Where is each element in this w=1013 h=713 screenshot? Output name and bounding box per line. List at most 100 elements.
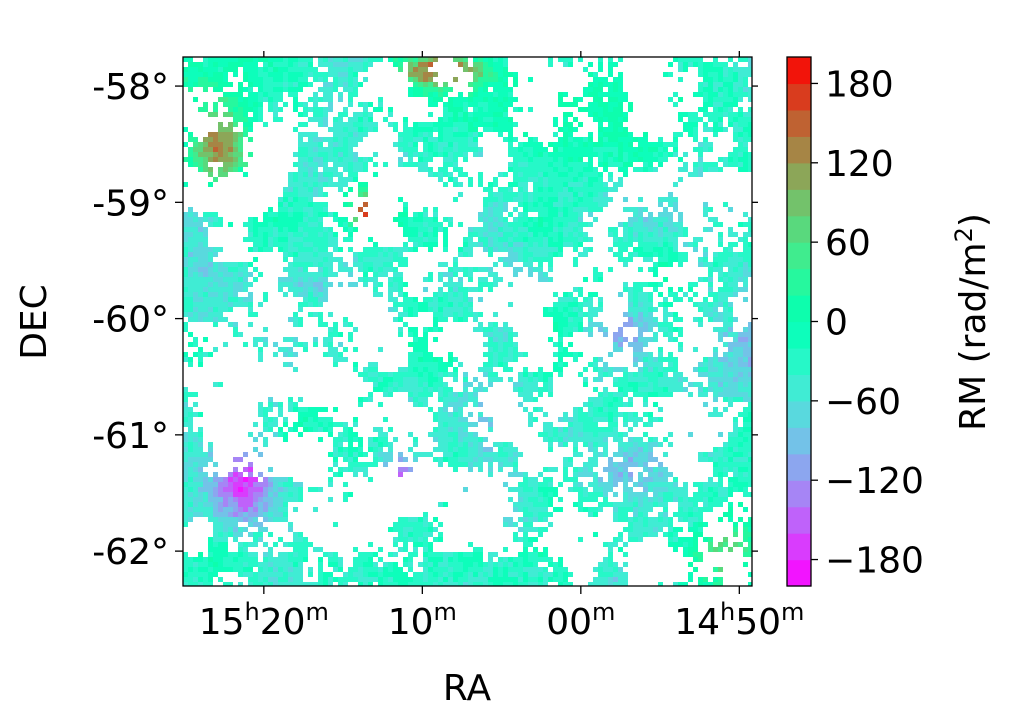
rm-pixel xyxy=(468,132,473,137)
rm-pixel xyxy=(523,192,528,197)
rm-pixel xyxy=(338,142,343,147)
rm-pixel xyxy=(243,452,248,457)
rm-pixel xyxy=(598,397,603,402)
rm-pixel xyxy=(558,352,563,357)
rm-pixel xyxy=(673,237,678,242)
rm-pixel xyxy=(683,57,688,62)
rm-pixel xyxy=(453,437,458,442)
rm-pixel xyxy=(573,217,578,222)
rm-pixel xyxy=(468,422,473,427)
rm-pixel xyxy=(188,232,193,237)
rm-pixel xyxy=(473,112,478,117)
rm-pixel xyxy=(453,307,458,312)
rm-pixel xyxy=(298,277,303,282)
rm-pixel xyxy=(583,222,588,227)
rm-pixel xyxy=(443,172,448,177)
rm-pixel xyxy=(613,117,618,122)
rm-pixel xyxy=(203,227,208,232)
rm-pixel xyxy=(438,172,443,177)
rm-pixel xyxy=(603,492,608,497)
rm-pixel xyxy=(193,232,198,237)
rm-pixel xyxy=(528,267,533,272)
rm-pixel xyxy=(243,297,248,302)
rm-pixel xyxy=(258,482,263,487)
rm-pixel xyxy=(378,402,383,407)
rm-pixel xyxy=(433,102,438,107)
rm-pixel xyxy=(733,67,738,72)
rm-pixel xyxy=(288,287,293,292)
rm-pixel xyxy=(368,437,373,442)
rm-pixel xyxy=(303,417,308,422)
rm-pixel xyxy=(473,57,478,62)
rm-pixel xyxy=(213,87,218,92)
rm-pixel xyxy=(618,142,623,147)
rm-pixel xyxy=(623,432,628,437)
rm-pixel xyxy=(708,262,713,267)
rm-pixel xyxy=(263,492,268,497)
rm-pixel xyxy=(603,112,608,117)
rm-pixel xyxy=(478,232,483,237)
rm-pixel xyxy=(733,452,738,457)
rm-pixel xyxy=(443,112,448,117)
rm-pixel xyxy=(713,77,718,82)
rm-pixel xyxy=(633,282,638,287)
rm-pixel xyxy=(633,167,638,172)
rm-pixel xyxy=(568,427,573,432)
rm-pixel xyxy=(718,337,723,342)
rm-pixel xyxy=(558,242,563,247)
rm-pixel xyxy=(463,377,468,382)
rm-pixel xyxy=(513,267,518,272)
rm-pixel xyxy=(323,277,328,282)
rm-pixel xyxy=(683,487,688,492)
rm-pixel xyxy=(263,62,268,67)
rm-pixel xyxy=(563,312,568,317)
rm-pixel xyxy=(353,117,358,122)
rm-pixel xyxy=(728,97,733,102)
rm-pixel xyxy=(703,137,708,142)
rm-pixel xyxy=(358,167,363,172)
rm-pixel xyxy=(263,442,268,447)
rm-pixel xyxy=(463,297,468,302)
rm-pixel xyxy=(473,107,478,112)
rm-pixel xyxy=(573,422,578,427)
rm-pixel xyxy=(693,62,698,67)
rm-pixel xyxy=(393,297,398,302)
rm-pixel xyxy=(408,447,413,452)
rm-pixel xyxy=(528,482,533,487)
rm-pixel xyxy=(603,452,608,457)
rm-pixel xyxy=(288,237,293,242)
rm-pixel xyxy=(613,382,618,387)
rm-pixel xyxy=(693,117,698,122)
rm-pixel xyxy=(493,452,498,457)
rm-pixel xyxy=(193,67,198,72)
rm-pixel xyxy=(338,467,343,472)
rm-pixel xyxy=(588,112,593,117)
rm-pixel xyxy=(728,362,733,367)
rm-pixel xyxy=(428,157,433,162)
rm-pixel xyxy=(563,237,568,242)
rm-pixel xyxy=(643,232,648,237)
rm-pixel xyxy=(548,437,553,442)
rm-pixel xyxy=(363,377,368,382)
rm-pixel xyxy=(603,167,608,172)
rm-pixel xyxy=(343,347,348,352)
rm-pixel xyxy=(423,452,428,457)
rm-pixel xyxy=(278,97,283,102)
rm-pixel xyxy=(568,352,573,357)
rm-pixel xyxy=(338,97,343,102)
rm-pixel xyxy=(403,377,408,382)
rm-pixel xyxy=(238,287,243,292)
rm-pixel xyxy=(663,357,668,362)
rm-pixel xyxy=(698,392,703,397)
rm-pixel xyxy=(453,412,458,417)
rm-pixel xyxy=(418,57,423,62)
rm-pixel xyxy=(438,292,443,297)
rm-pixel xyxy=(473,67,478,72)
rm-pixel xyxy=(508,232,513,237)
rm-pixel xyxy=(233,57,238,62)
rm-pixel xyxy=(193,262,198,267)
rm-pixel xyxy=(538,472,543,477)
rm-pixel xyxy=(643,327,648,332)
rm-pixel xyxy=(228,267,233,272)
rm-pixel xyxy=(478,147,483,152)
